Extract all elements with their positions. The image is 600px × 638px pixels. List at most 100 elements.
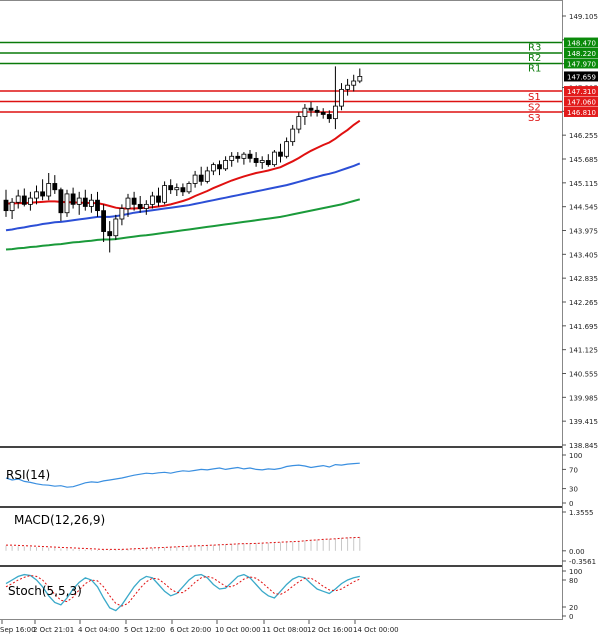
candle-body-down xyxy=(156,195,161,203)
resistance-label: R2 xyxy=(528,53,541,64)
current-price-value: 147.659 xyxy=(567,73,596,81)
candle xyxy=(15,189,21,209)
macd-axis: 1.3555 0.00 -0.3561 xyxy=(562,509,596,566)
time-axis: Sep 16:002 Oct 21:01 4 Oct 04:00 5 Oct 12:… xyxy=(0,620,399,634)
candle-body-down xyxy=(320,111,326,115)
resistance-label: R1 xyxy=(528,63,541,74)
candle xyxy=(253,152,259,167)
candle-body-down xyxy=(247,153,253,159)
candle xyxy=(107,221,113,253)
candle xyxy=(9,198,15,220)
time-tick-label: 6 Oct 20:00 xyxy=(170,626,211,634)
candle xyxy=(70,187,76,209)
candle-body-up xyxy=(259,160,265,163)
time-tick-label: 12 Oct 16:00 xyxy=(307,626,353,634)
candle xyxy=(113,214,119,240)
current-price-tag xyxy=(564,71,598,82)
rsi-series xyxy=(5,462,360,488)
candle-body-up xyxy=(46,183,52,197)
candle-body-down xyxy=(58,189,64,214)
candle xyxy=(314,106,320,117)
candle xyxy=(125,193,131,217)
price-tick-label: 145.685 xyxy=(569,156,598,164)
price-tick-label: 140.555 xyxy=(569,371,598,379)
stoch-series xyxy=(5,573,361,612)
candle xyxy=(247,150,253,163)
candle-body-up xyxy=(345,84,351,90)
resistance-value: 148.470 xyxy=(567,40,596,48)
price-tick-label: 141.695 xyxy=(569,323,598,331)
candle xyxy=(265,154,271,167)
candle xyxy=(326,110,332,123)
candle xyxy=(180,183,186,197)
candle-body-up xyxy=(143,203,149,209)
support-value: 147.060 xyxy=(567,99,596,107)
candle xyxy=(82,189,88,211)
candle-body-up xyxy=(27,197,33,205)
rsi-label: RSI(14) xyxy=(6,468,50,482)
candle xyxy=(137,196,143,213)
candle-body-up xyxy=(351,80,357,86)
candle-body-up xyxy=(113,218,119,237)
macd-tick-label: -0.3561 xyxy=(569,558,596,566)
candle xyxy=(198,166,204,186)
candle-body-down xyxy=(278,151,283,157)
price-tick-label: 138.845 xyxy=(569,442,598,450)
candle xyxy=(223,156,229,171)
candle-body-up xyxy=(125,197,131,209)
support-resistance-lines xyxy=(0,41,562,113)
candle-body-up xyxy=(229,155,235,161)
resistance-tag xyxy=(564,37,598,48)
rsi-bottom-separator xyxy=(0,506,562,508)
candle-body-down xyxy=(101,210,106,232)
candle-body-up xyxy=(64,193,70,214)
time-tick-label: Sep 16:00 xyxy=(0,626,36,634)
candle-body-up xyxy=(296,116,302,130)
candle-body-down xyxy=(137,203,143,209)
price-tick-label: 144.545 xyxy=(569,204,598,212)
stoch-tick-label: 100 xyxy=(569,568,582,576)
candle-body-down xyxy=(82,197,88,207)
candle-body-up xyxy=(339,88,344,107)
candlesticks xyxy=(3,66,363,253)
candle-body-down xyxy=(308,107,314,111)
support-resistance-labels: 148.470 R3 148.220 R2 147.970 R1 147.310 S1 147.… xyxy=(528,37,598,124)
candle-body-up xyxy=(119,208,125,220)
candle xyxy=(229,152,235,167)
macd-label: MACD(12,26,9) xyxy=(14,513,105,527)
stoch-tick-label: 80 xyxy=(569,577,578,585)
candle-body-up xyxy=(15,195,21,203)
stoch-label: Stoch(5,5,3) xyxy=(8,584,82,598)
candle-body-down xyxy=(131,197,137,205)
candle-body-down xyxy=(70,193,76,205)
candle xyxy=(149,191,155,209)
candle xyxy=(357,68,363,84)
candle xyxy=(296,112,302,134)
candle-body-down xyxy=(314,109,320,113)
candle xyxy=(210,162,216,176)
price-tick-label: 143.975 xyxy=(569,228,598,236)
candle-body-down xyxy=(265,160,271,166)
candle xyxy=(339,83,344,111)
candle xyxy=(119,204,125,226)
macd-signal-line xyxy=(6,536,360,550)
candle-body-up xyxy=(223,160,229,170)
rsi-axis: 100 70 30 0 xyxy=(562,452,582,508)
time-tick-label: 11 Oct 08:00 xyxy=(262,626,308,634)
candle xyxy=(168,179,174,194)
macd-bottom-separator xyxy=(0,565,562,567)
candle xyxy=(332,66,338,130)
time-tick-label: 14 Oct 00:00 xyxy=(353,626,399,634)
candle xyxy=(345,78,351,96)
price-tick-label: 149.105 xyxy=(569,13,598,21)
support-tag xyxy=(564,96,598,107)
candle-body-up xyxy=(89,199,94,207)
macd-signal xyxy=(6,536,360,550)
candle-body-down xyxy=(40,191,45,197)
price-tick-label: 145.115 xyxy=(569,180,598,188)
candle-body-down xyxy=(253,157,259,163)
candle xyxy=(95,191,100,217)
candle-body-up xyxy=(186,183,192,193)
candle xyxy=(21,188,27,207)
